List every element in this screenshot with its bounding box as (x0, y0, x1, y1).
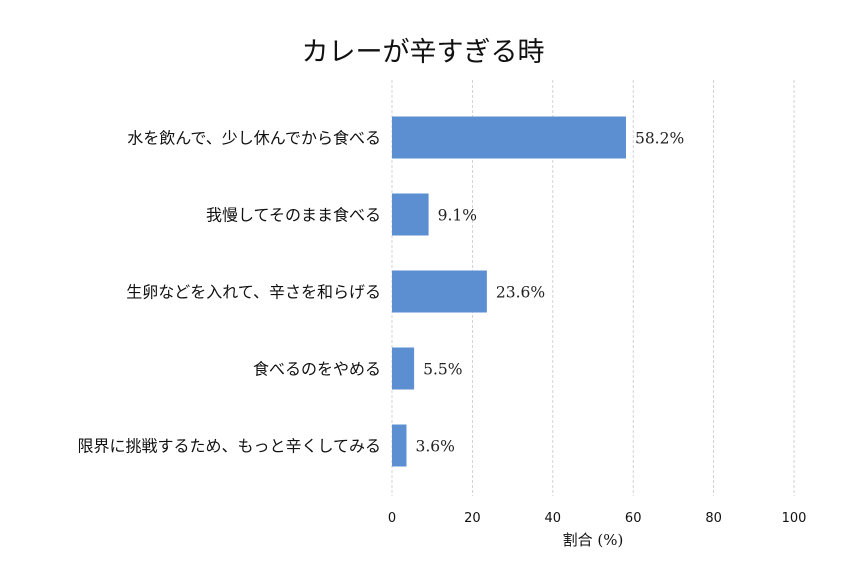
x-tick-label: 40 (545, 511, 562, 526)
bar (392, 270, 487, 313)
category-label: 水を飲んで、少し休んでから食べる (127, 129, 381, 148)
value-label: 3.6% (415, 438, 454, 456)
category-label: 生卵などを入れて、辛さを和らげる (126, 283, 381, 302)
x-axis-ticks: 0 20 40 60 80 100 (388, 511, 807, 526)
category-label: 限界に挑戦するため、もっと辛くしてみる (77, 437, 381, 456)
bar (392, 116, 626, 159)
bar (392, 424, 407, 467)
value-label: 23.6% (496, 284, 545, 302)
x-tick-label: 100 (782, 511, 807, 526)
bar (392, 193, 429, 236)
x-tick-label: 0 (388, 511, 396, 526)
value-label: 58.2% (635, 130, 684, 148)
bar (392, 347, 415, 390)
value-label: 9.1% (438, 207, 477, 225)
x-axis-label: 割合 (%) (563, 531, 624, 549)
category-labels: 水を飲んで、少し休んでから食べる我慢してそのまま食べる生卵などを入れて、辛さを和… (77, 129, 381, 456)
x-tick-label: 60 (625, 511, 642, 526)
value-label: 5.5% (423, 361, 462, 379)
value-labels: 58.2% 9.1% 23.6% 5.5% 3.6% (415, 130, 684, 456)
x-tick-label: 20 (464, 511, 481, 526)
x-tick-label: 80 (705, 511, 722, 526)
category-label: 食べるのをやめる (253, 360, 381, 379)
category-label: 我慢してそのまま食べる (206, 206, 381, 225)
chart-title: カレーが辛すぎる時 (302, 37, 545, 68)
bars (392, 116, 626, 467)
